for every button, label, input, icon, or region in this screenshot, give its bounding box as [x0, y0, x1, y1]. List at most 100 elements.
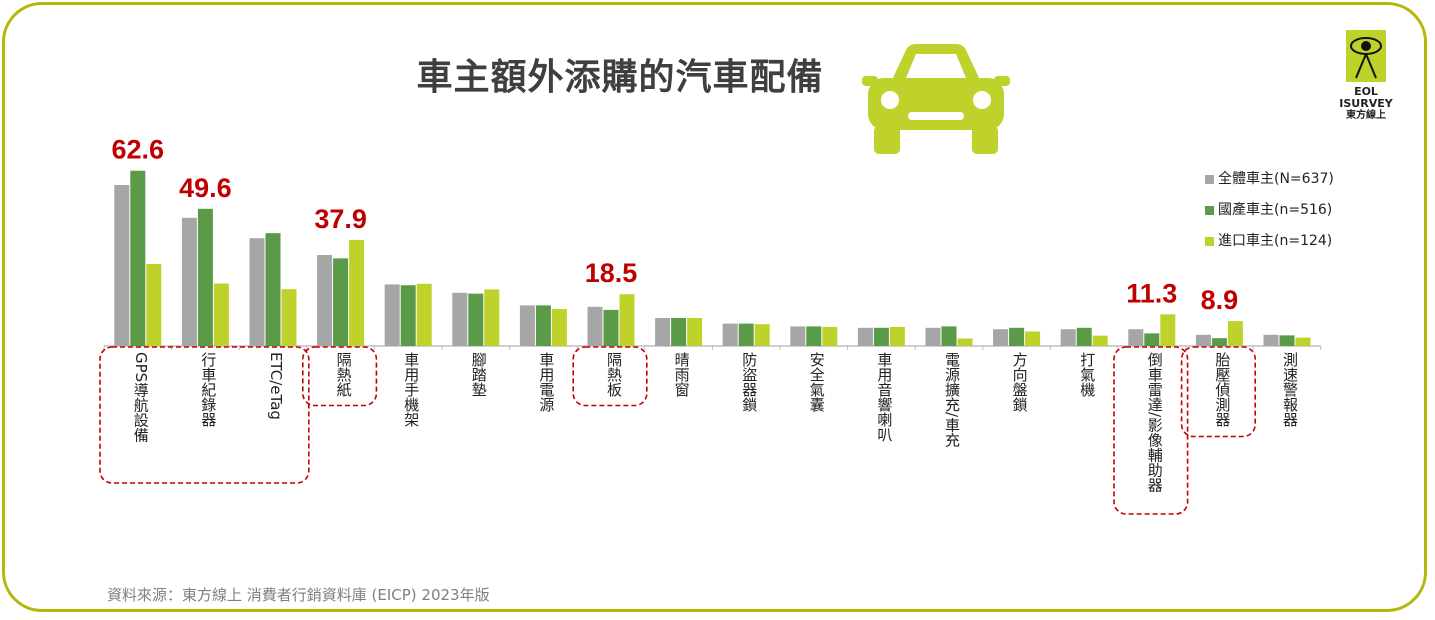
- bar-domestic: [130, 170, 146, 346]
- category-label: 車用音響喇叭: [875, 352, 893, 442]
- category-label: 車用手機架: [402, 352, 420, 427]
- bar-domestic: [873, 327, 889, 346]
- legend-item-import: 進口車主(n=124): [1205, 232, 1332, 250]
- category-label: 晴雨窗: [673, 352, 691, 397]
- page-title: 車主額外添購的汽車配備: [416, 57, 824, 98]
- data-label: 18.5: [585, 258, 638, 288]
- bar-import: [1227, 321, 1243, 346]
- chart-frame: [2, 2, 1427, 612]
- bar-import: [484, 289, 500, 346]
- highlight-box: [301, 346, 378, 407]
- bar-domestic: [1009, 327, 1025, 346]
- bar-domestic: [671, 318, 687, 346]
- category-label: 防盜器鎖: [740, 352, 758, 412]
- bar-all: [722, 323, 738, 346]
- bar-domestic: [197, 208, 213, 346]
- bar-all: [317, 255, 333, 346]
- legend-swatch-all: [1205, 174, 1214, 184]
- data-label: 37.9: [314, 204, 367, 234]
- bar-import: [281, 289, 297, 346]
- category-label: GPS導航設備: [132, 352, 150, 442]
- car-icon: [862, 44, 1010, 154]
- bar-import: [349, 239, 365, 346]
- bar-all: [519, 305, 535, 346]
- eye-logo-icon: [1346, 30, 1386, 82]
- bar-domestic: [333, 258, 349, 346]
- category-label: 安全氣囊: [808, 352, 826, 412]
- legend-item-all: 全體車主(N=637): [1205, 170, 1334, 188]
- legend-item-domestic: 國產車主(n=516): [1205, 201, 1332, 219]
- bar-import: [822, 326, 838, 346]
- bar-import: [1092, 335, 1108, 346]
- logo-line-1: EOL: [1354, 85, 1378, 98]
- bar-all: [1195, 334, 1211, 346]
- bar-import: [957, 338, 973, 346]
- category-label: 車用電源: [537, 352, 555, 412]
- bar-all: [857, 327, 873, 346]
- highlight-box: [1180, 346, 1256, 438]
- category-label: 腳踏墊: [470, 352, 488, 397]
- data-label: 62.6: [112, 135, 165, 165]
- category-label: 行車紀錄器: [199, 352, 217, 427]
- legend-swatch-domestic: [1205, 205, 1214, 215]
- brand-logo: EOL ISURVEY 東方線上: [1320, 30, 1412, 122]
- bar-import: [416, 283, 432, 346]
- bar-import: [687, 318, 703, 346]
- bar-all: [1060, 329, 1076, 346]
- logo-line-3: 東方線上: [1346, 110, 1386, 121]
- bar-domestic: [941, 326, 957, 346]
- bar-all: [790, 326, 806, 346]
- highlight-box: [99, 346, 310, 484]
- category-label: 測速警報器: [1281, 352, 1299, 427]
- bar-all: [114, 185, 130, 346]
- bar-import: [889, 326, 905, 346]
- legend-label-all: 全體車主(N=637): [1218, 171, 1334, 187]
- bar-import: [1160, 314, 1176, 346]
- category-label: 胎壓偵測器: [1213, 352, 1231, 427]
- data-label: 49.6: [179, 173, 232, 203]
- category-label: 打氣機: [1078, 352, 1096, 398]
- bar-import: [1295, 337, 1311, 346]
- legend-label-import: 進口車主(n=124): [1218, 233, 1333, 249]
- highlight-box: [1113, 346, 1189, 515]
- category-label: 電源擴充/車充: [943, 352, 961, 447]
- bar-all: [249, 238, 265, 346]
- category-label: ETC/eTag: [267, 352, 285, 420]
- bar-all: [925, 327, 941, 346]
- bar-all: [452, 292, 468, 346]
- source-note: 資料來源：東方線上 消費者行銷資料庫 (EICP) 2023年版: [107, 586, 490, 604]
- bar-import: [146, 263, 162, 346]
- bar-domestic: [265, 233, 281, 346]
- data-label: 11.3: [1126, 278, 1177, 308]
- bar-domestic: [1076, 327, 1092, 346]
- bar-domestic: [1211, 338, 1227, 346]
- bar-all: [1128, 329, 1144, 346]
- bar-domestic: [1144, 333, 1160, 346]
- data-label: 8.9: [1201, 285, 1239, 315]
- category-label: 隔熱紙: [335, 352, 353, 398]
- bar-domestic: [535, 305, 551, 346]
- bar-domestic: [738, 323, 754, 346]
- bar-import: [1025, 331, 1041, 346]
- bar-domestic: [468, 293, 484, 346]
- logo-line-2: ISURVEY: [1339, 97, 1393, 110]
- bar-all: [993, 329, 1009, 346]
- legend-swatch-import: [1205, 236, 1214, 246]
- bar-all: [587, 306, 603, 346]
- category-label: 隔熱板: [605, 352, 623, 397]
- category-label: 倒車雷達/影像輔助器: [1146, 352, 1164, 492]
- bar-domestic: [603, 309, 619, 346]
- bar-all: [1263, 334, 1279, 346]
- bar-all: [181, 217, 197, 346]
- bar-domestic: [806, 326, 822, 346]
- legend-label-domestic: 國產車主(n=516): [1218, 202, 1333, 218]
- bar-all: [655, 318, 671, 346]
- bar-import: [619, 294, 635, 346]
- highlight-box: [572, 346, 648, 407]
- bar-import: [754, 324, 770, 346]
- category-label: 方向盤鎖: [1011, 352, 1029, 412]
- bar-domestic: [400, 285, 416, 346]
- bar-all: [384, 284, 400, 346]
- bar-import: [213, 283, 229, 346]
